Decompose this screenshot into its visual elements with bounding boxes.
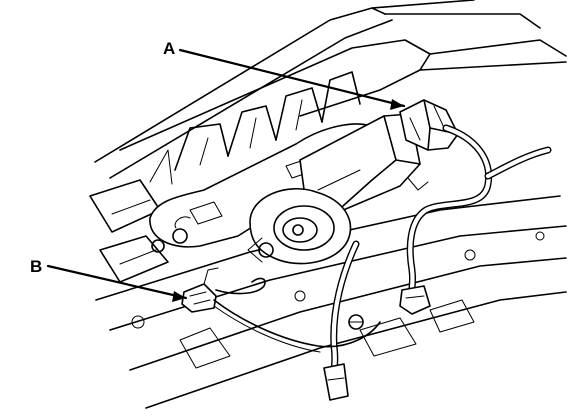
callout-a-arrowhead (390, 99, 404, 110)
actuator-motor (151, 113, 429, 265)
callout-b-label: B (30, 257, 42, 276)
callout-b-leader (46, 264, 188, 302)
callout-a-label: A (163, 39, 175, 58)
upper-body-panel (89, 0, 567, 283)
callout-a-leader (178, 48, 406, 110)
callout-b-arrowhead (172, 291, 186, 302)
connector-b (181, 267, 219, 313)
connector-a (399, 99, 459, 151)
wire-harness (213, 124, 552, 401)
